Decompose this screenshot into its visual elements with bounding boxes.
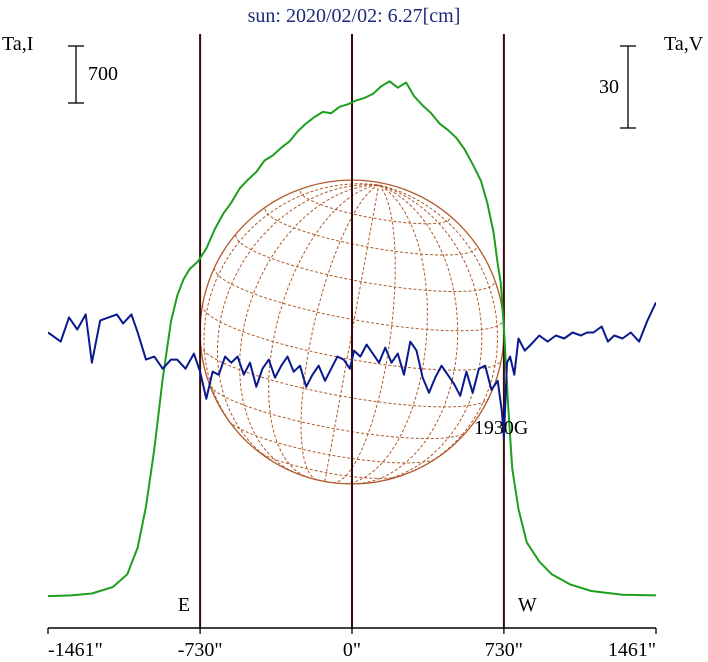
- left-axis-label: Ta,I: [2, 33, 33, 55]
- x-tick-label-0: -1461": [48, 639, 103, 661]
- right-scale-value: 30: [599, 76, 619, 98]
- disk-meridian-6: [332, 184, 396, 484]
- x-tick-label-3: 730": [485, 639, 523, 661]
- disk-meridian-4: [300, 184, 380, 481]
- marker-label-w: W: [518, 594, 537, 616]
- marker-label-e: E: [178, 594, 190, 616]
- x-axis-ticks: -1461" -730" 0" 730" 1461": [47, 628, 657, 661]
- x-tick-label-2: 0": [343, 639, 361, 661]
- disk-meridian-2: [239, 184, 379, 475]
- annotation-label: 1930G: [474, 417, 528, 439]
- disk-parallel-0: [257, 450, 398, 479]
- disk-meridian-7: [340, 184, 428, 484]
- disk-parallel-2: [209, 385, 467, 440]
- left-scale-value: 700: [88, 63, 118, 85]
- series-group: [48, 80, 656, 598]
- series-intensity: [48, 80, 656, 598]
- disk-meridian-9: [372, 184, 483, 483]
- right-scale-bar: 30: [599, 45, 636, 129]
- disk-parallel-8: [299, 191, 451, 225]
- right-axis-label: Ta,V: [664, 33, 704, 55]
- disk-meridian-3: [268, 184, 379, 479]
- disk-parallel-5: [213, 267, 504, 332]
- disk-meridian-5: [324, 184, 380, 482]
- disk-parallel-3: [200, 345, 490, 408]
- chart-title: sun: 2020/02/02: 6.27[cm]: [248, 5, 461, 27]
- left-scale-bar: 700: [68, 45, 118, 104]
- series-polarization: [48, 301, 656, 439]
- disk-meridian-0: [203, 183, 379, 440]
- disk-meridian-1: [216, 184, 379, 467]
- disk-meridian-10: [378, 184, 498, 471]
- disk-parallel-7: [264, 208, 478, 256]
- disk-parallel-6: [235, 234, 496, 292]
- annotation-group: 1930G: [474, 417, 528, 439]
- disk-meridian-8: [352, 184, 459, 485]
- x-tick-label-4: 1461": [608, 639, 656, 661]
- x-tick-label-1: -730": [178, 639, 223, 661]
